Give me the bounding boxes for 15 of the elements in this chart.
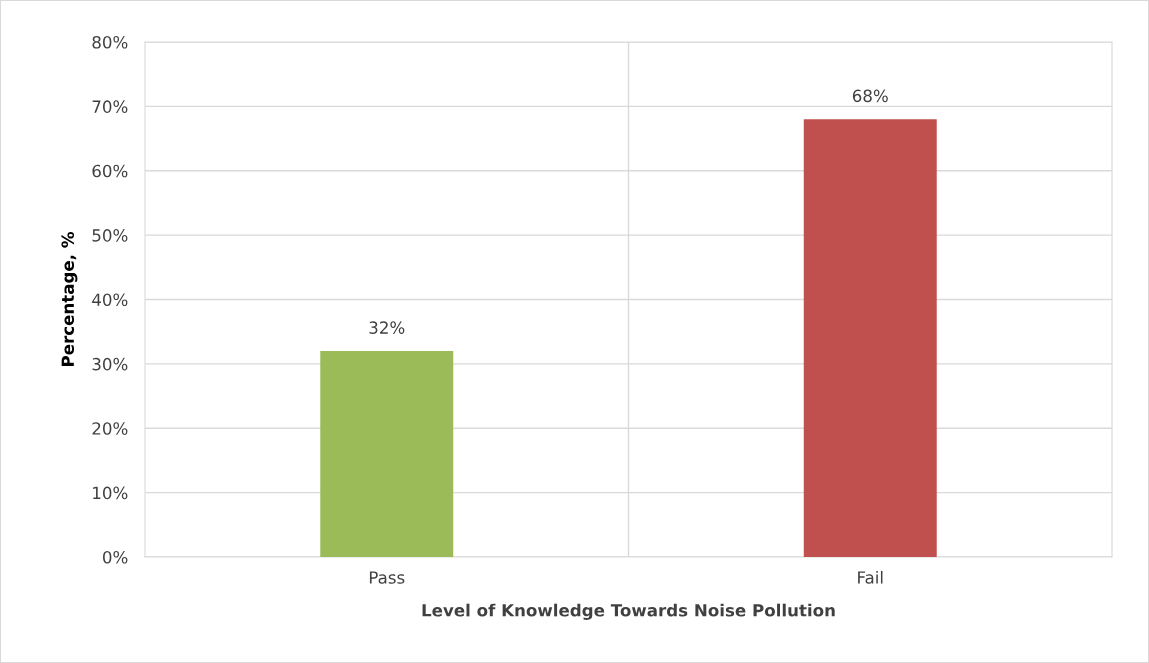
y-tick-label: 40% — [92, 293, 128, 307]
y-tick-label: 50% — [92, 229, 128, 242]
x-axis-title: Level of Knowledge Towards Noise Pollution — [422, 603, 835, 620]
y-tick-label: 20% — [92, 422, 128, 435]
y-tick-label: 10% — [93, 486, 128, 500]
x-tick-label: Fail — [858, 570, 883, 584]
y-tick-label: 80% — [92, 35, 128, 49]
y-tick-label: 70% — [92, 100, 128, 113]
y-tick-label: 30% — [92, 357, 128, 371]
y-tick-label: 0% — [102, 550, 128, 564]
x-tick-label: Pass — [369, 571, 405, 584]
data-label: 68% — [852, 89, 888, 103]
y-axis-title: Percentage, % — [61, 232, 78, 366]
data-label: 32% — [369, 321, 405, 334]
y-tick-label: 60% — [92, 164, 128, 178]
